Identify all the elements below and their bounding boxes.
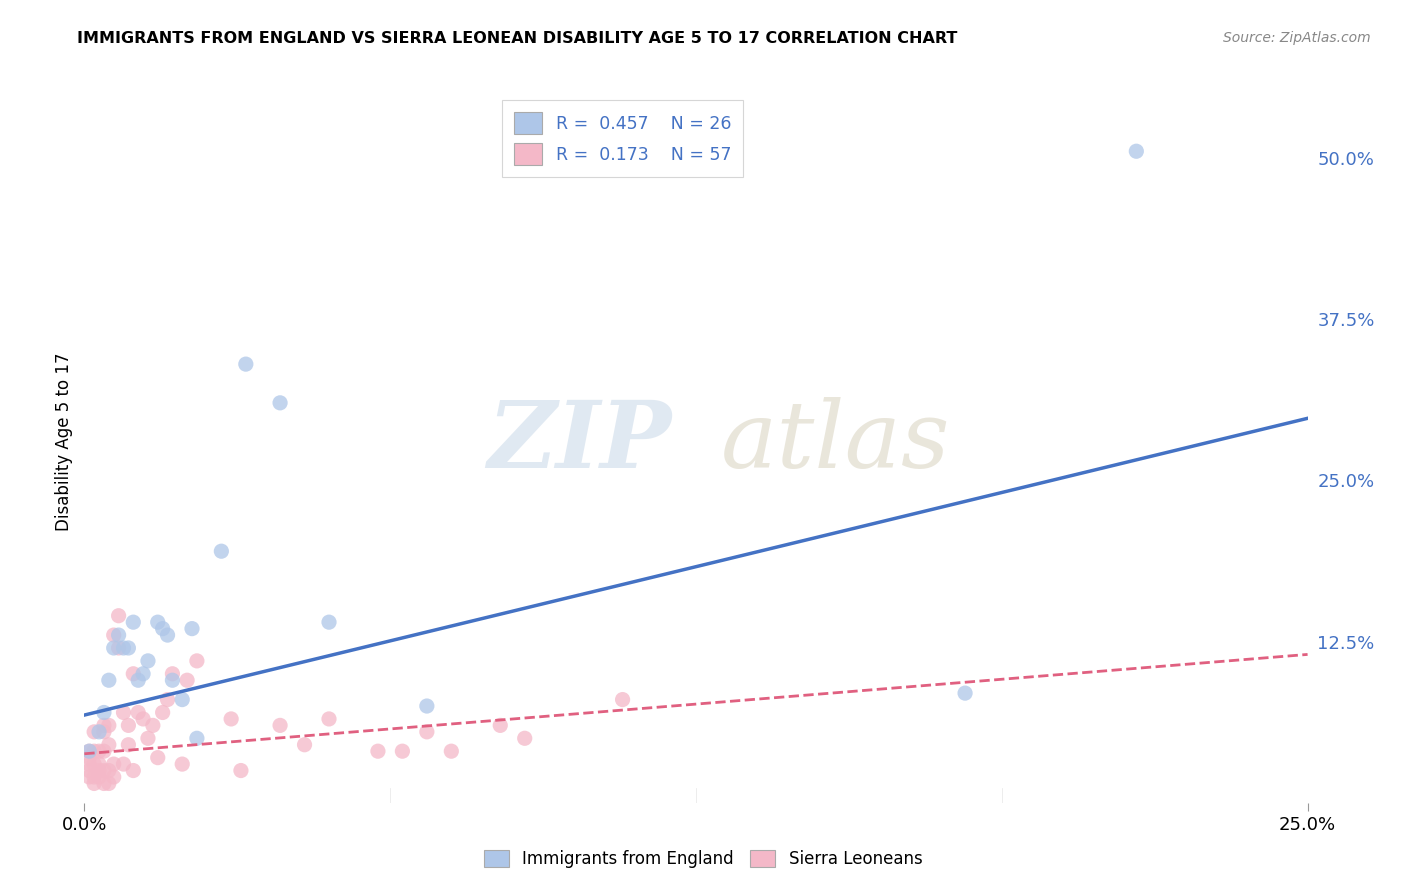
Point — [103, 757, 125, 772]
Text: IMMIGRANTS FROM ENGLAND VS SIERRA LEONEAN DISABILITY AGE 5 TO 17 CORRELATION CHA: IMMIGRANTS FROM ENGLAND VS SIERRA LEONEA… — [77, 31, 957, 46]
Point — [162, 673, 184, 688]
Point — [93, 706, 115, 720]
Point — [93, 776, 115, 790]
Point — [235, 357, 257, 371]
Point — [103, 628, 125, 642]
Point — [93, 724, 115, 739]
Point — [77, 764, 100, 778]
Point — [186, 654, 208, 668]
Point — [172, 757, 194, 772]
Point — [87, 770, 110, 784]
Point — [112, 706, 135, 720]
Point — [93, 718, 115, 732]
Point — [146, 750, 169, 764]
Point — [489, 718, 512, 732]
Text: ZIP: ZIP — [488, 397, 672, 486]
Point — [1125, 145, 1147, 159]
Point — [136, 654, 159, 668]
Point — [83, 776, 105, 790]
Point — [87, 724, 110, 739]
Point — [416, 724, 439, 739]
Point — [103, 770, 125, 784]
Point — [107, 608, 129, 623]
Point — [318, 615, 340, 630]
Point — [391, 744, 413, 758]
Point — [97, 776, 120, 790]
Point — [612, 692, 634, 706]
Point — [219, 712, 242, 726]
Point — [87, 764, 110, 778]
Point — [176, 673, 198, 688]
Point — [513, 731, 536, 746]
Y-axis label: Disability Age 5 to 17: Disability Age 5 to 17 — [55, 352, 73, 531]
Point — [83, 724, 105, 739]
Point — [77, 744, 100, 758]
Point — [97, 718, 120, 732]
Point — [77, 744, 100, 758]
Point — [97, 673, 120, 688]
Point — [127, 673, 149, 688]
Point — [122, 764, 145, 778]
Point — [117, 640, 139, 655]
Point — [93, 744, 115, 758]
Point — [162, 666, 184, 681]
Point — [87, 744, 110, 758]
Point — [107, 640, 129, 655]
Point — [132, 666, 155, 681]
Point — [367, 744, 389, 758]
Point — [117, 718, 139, 732]
Point — [209, 544, 232, 558]
Point — [93, 764, 115, 778]
Point — [156, 628, 179, 642]
Point — [416, 699, 439, 714]
Point — [77, 757, 100, 772]
Point — [318, 712, 340, 726]
Legend: R =  0.457    N = 26, R =  0.173    N = 57: R = 0.457 N = 26, R = 0.173 N = 57 — [502, 100, 744, 178]
Point — [294, 738, 316, 752]
Point — [132, 712, 155, 726]
Point — [172, 692, 194, 706]
Point — [77, 750, 100, 764]
Point — [953, 686, 976, 700]
Point — [97, 764, 120, 778]
Point — [83, 744, 105, 758]
Point — [136, 731, 159, 746]
Point — [103, 640, 125, 655]
Point — [107, 628, 129, 642]
Point — [186, 731, 208, 746]
Point — [83, 757, 105, 772]
Point — [152, 706, 174, 720]
Point — [181, 622, 204, 636]
Text: Source: ZipAtlas.com: Source: ZipAtlas.com — [1223, 31, 1371, 45]
Point — [269, 718, 291, 732]
Point — [122, 615, 145, 630]
Point — [146, 615, 169, 630]
Point — [229, 764, 252, 778]
Point — [269, 396, 291, 410]
Point — [122, 666, 145, 681]
Text: atlas: atlas — [720, 397, 950, 486]
Point — [117, 738, 139, 752]
Point — [112, 640, 135, 655]
Legend: Immigrants from England, Sierra Leoneans: Immigrants from England, Sierra Leoneans — [477, 843, 929, 875]
Point — [87, 757, 110, 772]
Point — [156, 692, 179, 706]
Point — [142, 718, 165, 732]
Point — [440, 744, 463, 758]
Point — [152, 622, 174, 636]
Point — [83, 770, 105, 784]
Point — [127, 706, 149, 720]
Point — [77, 770, 100, 784]
Point — [97, 738, 120, 752]
Point — [112, 757, 135, 772]
